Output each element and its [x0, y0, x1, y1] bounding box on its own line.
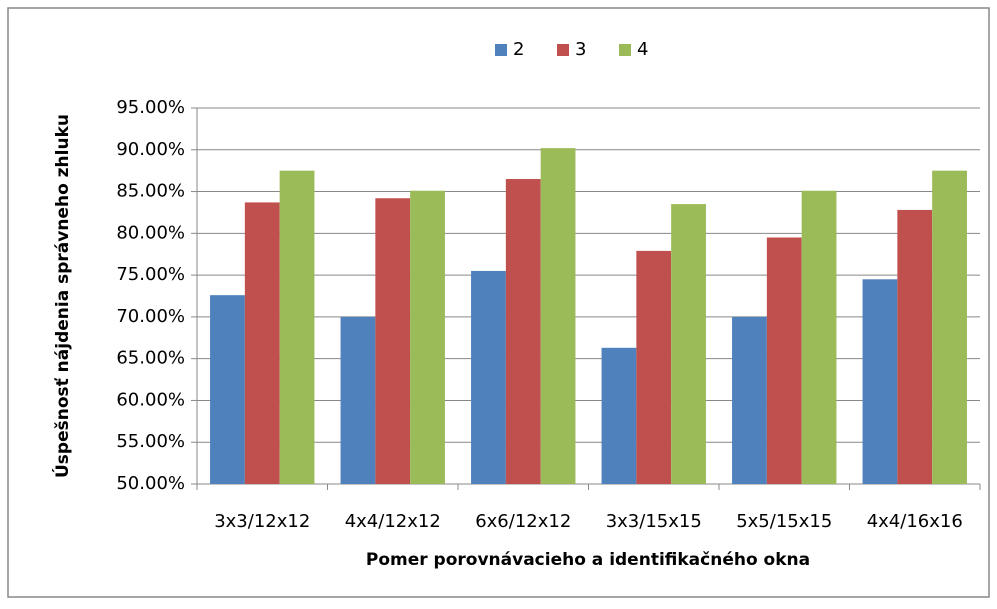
- bar: [540, 148, 576, 484]
- y-tick-label: 75.00%: [116, 264, 185, 285]
- bar: [505, 179, 541, 484]
- bar: [471, 270, 506, 484]
- y-tick-label: 65.00%: [116, 348, 185, 369]
- y-tick-label: 90.00%: [116, 139, 185, 160]
- legend-swatch: [557, 44, 569, 56]
- bar: [862, 279, 898, 484]
- y-tick-label: 85.00%: [116, 181, 185, 202]
- legend-label: 2: [513, 39, 524, 60]
- bar: [732, 316, 767, 484]
- y-tick-label: 95.00%: [116, 97, 185, 118]
- bar: [210, 295, 245, 484]
- y-tick-label: 55.00%: [116, 431, 185, 452]
- y-tick-label: 50.00%: [116, 473, 185, 494]
- legend-label: 3: [575, 39, 586, 60]
- bar: [279, 170, 315, 484]
- bar: [671, 204, 706, 485]
- bar: [932, 170, 967, 484]
- y-tick-label: 60.00%: [116, 389, 185, 410]
- bar: [636, 250, 672, 484]
- bar: [410, 190, 445, 484]
- x-tick-label: 6x6/12x12: [475, 511, 571, 532]
- x-tick-label: 3x3/15x15: [606, 511, 702, 532]
- x-tick-label: 4x4/12x12: [345, 511, 441, 532]
- x-tick-label: 3x3/12x12: [214, 511, 310, 532]
- bar: [766, 237, 802, 484]
- legend-swatch: [495, 44, 507, 56]
- legend-label: 4: [637, 39, 648, 60]
- bar: [801, 190, 837, 484]
- bar: [897, 209, 933, 484]
- bar: [601, 347, 637, 484]
- legend-swatch: [619, 44, 631, 56]
- y-axis-title: Úspešnosť nájdenia správneho zhluku: [51, 114, 73, 478]
- bar: [244, 202, 280, 484]
- bar: [375, 198, 411, 485]
- x-axis-title: Pomer porovnávacieho a identifikačného o…: [366, 550, 810, 570]
- y-tick-label: 80.00%: [116, 222, 185, 243]
- x-tick-label: 4x4/16x16: [867, 511, 963, 532]
- bar: [340, 316, 376, 484]
- y-tick-label: 70.00%: [116, 306, 185, 327]
- x-tick-label: 5x5/15x15: [736, 511, 832, 532]
